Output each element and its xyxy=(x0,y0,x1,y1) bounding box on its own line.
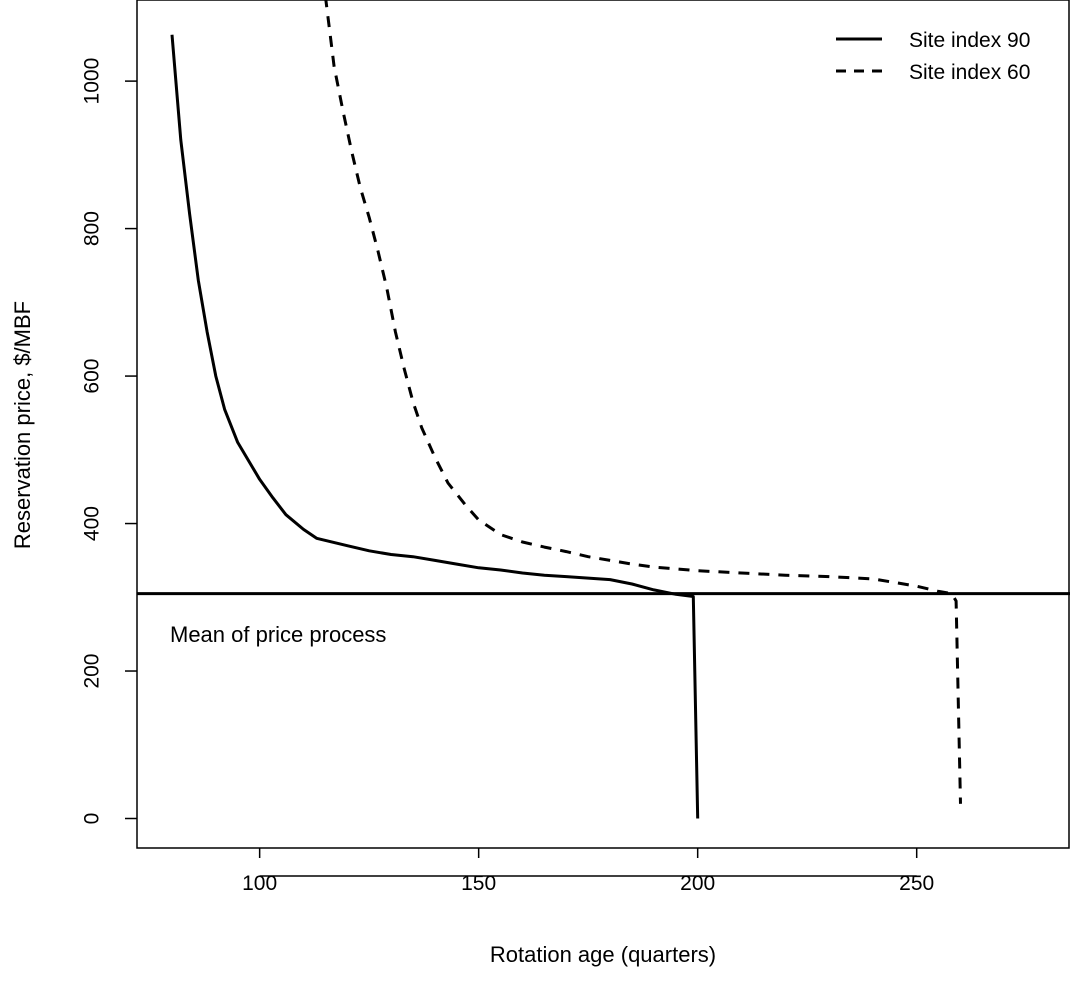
plot-frame xyxy=(136,0,1070,849)
legend-label-site-60: Site index 60 xyxy=(909,61,1030,84)
y-tick-label: 1000 xyxy=(81,58,104,105)
x-axis-title: Rotation age (quarters) xyxy=(490,942,716,967)
x-tick-label: 100 xyxy=(242,872,277,895)
y-tick-label: 0 xyxy=(81,813,104,825)
mean-annotation: Mean of price process xyxy=(170,622,386,647)
y-axis-title: Reservation price, $/MBF xyxy=(10,301,35,549)
x-tick-label: 250 xyxy=(899,872,934,895)
axes-layer: 100 150 200 250 0 200 400 600 800 1000 xyxy=(81,0,1070,895)
y-tick-label: 600 xyxy=(81,359,104,394)
legend-label-site-90: Site index 90 xyxy=(909,29,1030,52)
y-tick-label: 800 xyxy=(81,211,104,246)
x-tick-label: 200 xyxy=(680,872,715,895)
plot-layer xyxy=(137,0,1070,819)
series-site-60-line xyxy=(324,0,962,804)
y-tick-label: 400 xyxy=(81,506,104,541)
legend: Site index 90 Site index 60 xyxy=(836,29,1030,84)
x-tick-label: 150 xyxy=(461,872,496,895)
y-tick-label: 200 xyxy=(81,654,104,689)
series-site-90-line xyxy=(170,34,700,819)
